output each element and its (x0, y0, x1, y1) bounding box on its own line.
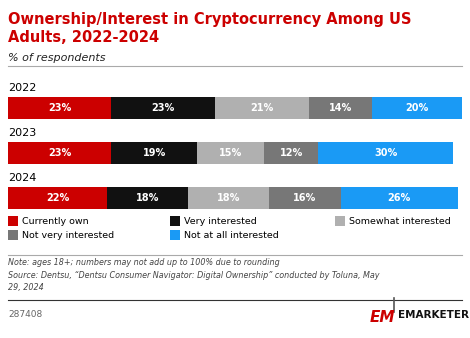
Text: 30%: 30% (374, 148, 397, 158)
Text: Ownership/Interest in Cryptocurrency Among US
Adults, 2022-2024: Ownership/Interest in Cryptocurrency Amo… (8, 12, 412, 45)
Text: Not at all interested: Not at all interested (184, 231, 279, 240)
Text: 14%: 14% (329, 103, 352, 113)
Bar (8, 230, 18, 240)
Text: 23%: 23% (48, 148, 71, 158)
Bar (8, 97, 111, 119)
Text: 23%: 23% (48, 103, 71, 113)
Text: 12%: 12% (280, 148, 303, 158)
Bar (269, 187, 341, 209)
Bar (372, 97, 462, 119)
Bar (215, 97, 309, 119)
Bar (8, 187, 107, 209)
Text: EMARKETER: EMARKETER (398, 310, 469, 320)
Bar (8, 142, 111, 164)
Bar (107, 187, 188, 209)
Text: EM: EM (370, 310, 395, 325)
Bar (111, 97, 215, 119)
Text: 18%: 18% (136, 193, 159, 203)
Bar (197, 142, 264, 164)
Bar (188, 187, 269, 209)
Text: 16%: 16% (293, 193, 316, 203)
Text: Very interested: Very interested (184, 217, 257, 225)
Text: 2024: 2024 (8, 173, 36, 183)
Bar (335, 216, 345, 226)
Text: 2022: 2022 (8, 83, 36, 93)
Text: 18%: 18% (217, 193, 240, 203)
Bar (111, 142, 197, 164)
Text: Not very interested: Not very interested (22, 231, 114, 240)
Bar (170, 216, 180, 226)
Bar (170, 230, 180, 240)
Text: 26%: 26% (387, 193, 411, 203)
Text: 21%: 21% (251, 103, 274, 113)
Bar (8, 216, 18, 226)
Text: 2023: 2023 (8, 128, 36, 138)
Text: 20%: 20% (406, 103, 429, 113)
Text: 15%: 15% (219, 148, 242, 158)
Bar (318, 142, 453, 164)
Text: Currently own: Currently own (22, 217, 89, 225)
Bar (341, 187, 457, 209)
Text: Somewhat interested: Somewhat interested (349, 217, 451, 225)
Text: % of respondents: % of respondents (8, 53, 105, 63)
Text: 22%: 22% (46, 193, 69, 203)
Text: 287408: 287408 (8, 310, 42, 319)
Bar (309, 97, 372, 119)
Text: Note: ages 18+; numbers may not add up to 100% due to rounding
Source: Dentsu, “: Note: ages 18+; numbers may not add up t… (8, 258, 379, 292)
Bar (264, 142, 318, 164)
Text: 23%: 23% (151, 103, 175, 113)
Text: 19%: 19% (142, 148, 166, 158)
